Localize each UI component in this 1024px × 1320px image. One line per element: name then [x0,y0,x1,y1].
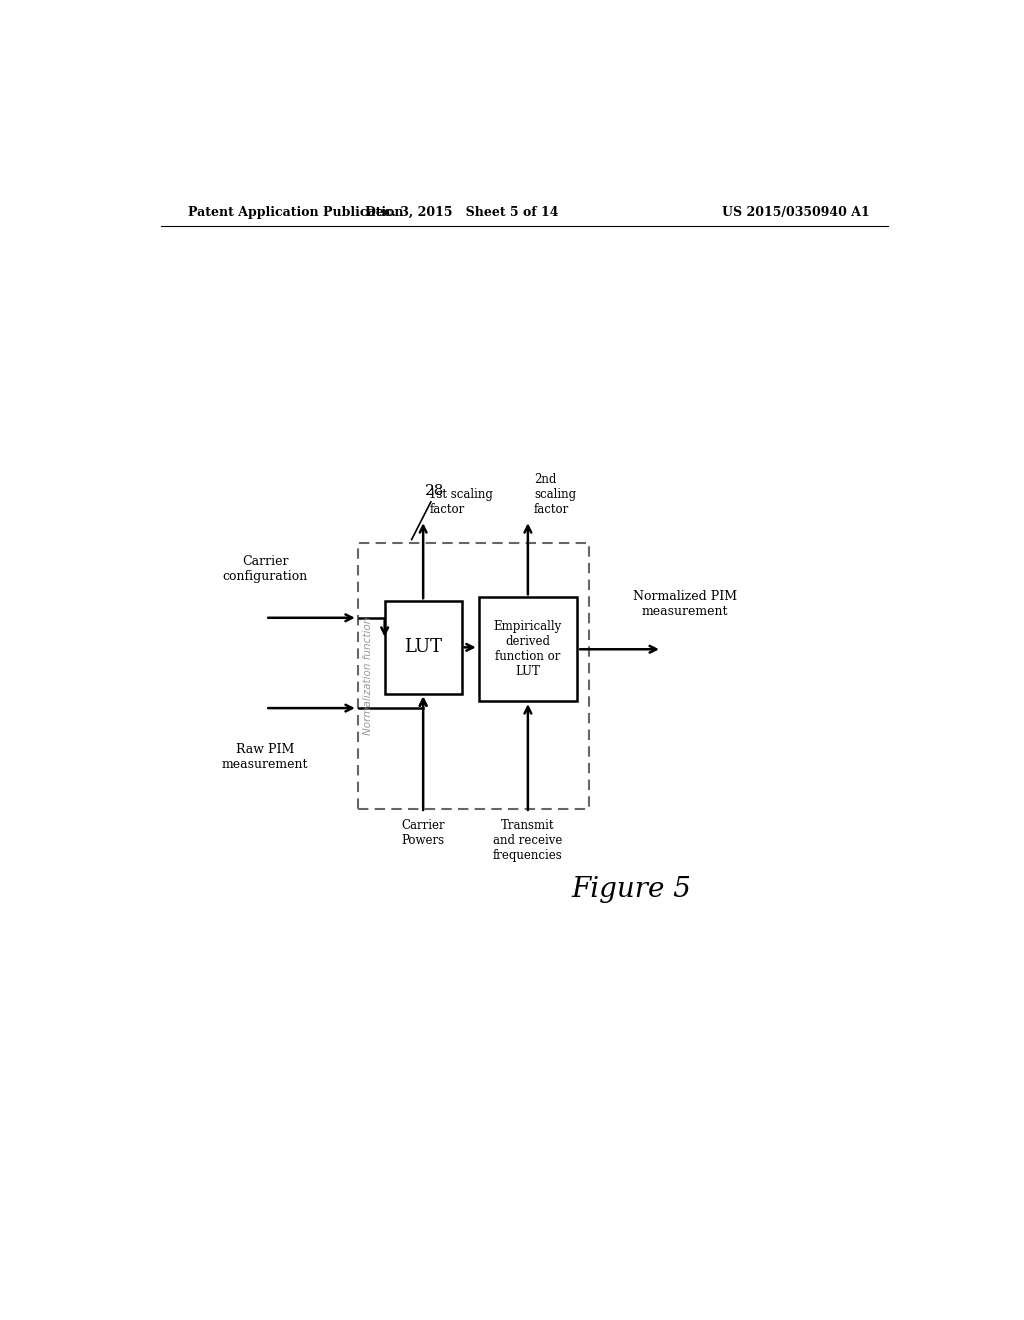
Text: Carrier
configuration: Carrier configuration [222,556,308,583]
Text: Normalized PIM
measurement: Normalized PIM measurement [633,590,737,619]
Text: US 2015/0350940 A1: US 2015/0350940 A1 [722,206,869,219]
Text: Normalization function: Normalization function [364,616,374,735]
Text: Dec. 3, 2015   Sheet 5 of 14: Dec. 3, 2015 Sheet 5 of 14 [365,206,558,219]
Text: Carrier
Powers: Carrier Powers [401,818,445,847]
Text: Transmit
and receive
frequencies: Transmit and receive frequencies [493,818,563,862]
Text: 2nd
scaling
factor: 2nd scaling factor [535,474,577,516]
Bar [478,597,578,701]
Text: Patent Application Publication: Patent Application Publication [188,206,403,219]
Bar [357,544,589,809]
Text: Raw PIM
measurement: Raw PIM measurement [222,743,308,771]
Bar [385,601,462,693]
Text: Figure 5: Figure 5 [571,876,691,903]
Text: 1st scaling
factor: 1st scaling factor [429,488,494,516]
Text: 28: 28 [425,484,444,498]
Text: Empirically
derived
function or
LUT: Empirically derived function or LUT [494,620,562,678]
Text: LUT: LUT [404,639,442,656]
